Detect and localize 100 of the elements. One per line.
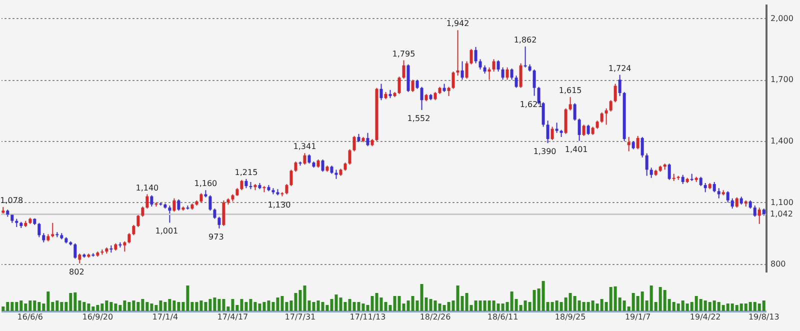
annotation: 1,615 (558, 86, 582, 96)
x-tick-label: 16/9/20 (82, 312, 114, 322)
x-tick-label: 17/7/31 (284, 312, 316, 322)
candlestick (501, 66, 504, 80)
candlestick (352, 135, 356, 152)
candlestick (586, 124, 590, 136)
candlestick (609, 100, 612, 112)
candlestick (74, 242, 77, 260)
candlestick (303, 152, 306, 166)
candlestick (38, 222, 41, 238)
annotation: 1,552 (407, 114, 430, 123)
y-tick-label: 1,100 (770, 198, 794, 207)
x-tick-label: 17/1/4 (152, 312, 178, 322)
candlestick (294, 161, 298, 172)
x-tick-label: 16/6/6 (17, 312, 44, 322)
x-tick-label: 19/8/13 (748, 312, 780, 322)
candlestick (150, 194, 154, 208)
candlestick (470, 48, 473, 65)
annotation: 1,724 (608, 64, 632, 73)
candlestick (465, 60, 468, 80)
annotation: 1,140 (136, 183, 159, 192)
candlestick (172, 198, 176, 212)
candlestick (730, 198, 734, 210)
candlestick (141, 206, 144, 218)
candlestick (474, 46, 478, 64)
x-tick-label: 18/2/26 (420, 312, 451, 322)
candlestick (290, 169, 293, 187)
candlestick (717, 188, 720, 199)
candlestick (411, 79, 414, 92)
annotation: 1,130 (268, 200, 291, 210)
candlestick (735, 196, 738, 208)
x-tick-label: 18/9/25 (554, 312, 586, 322)
candlestick (308, 154, 311, 164)
candlestick (514, 75, 518, 88)
annotation: 1,078 (0, 196, 24, 205)
annotation: 973 (208, 232, 224, 242)
annotation: 1,215 (234, 168, 258, 177)
candlestick (200, 192, 203, 203)
candlestick (582, 124, 586, 136)
annotation: 802 (69, 267, 84, 276)
candlestick (78, 253, 82, 264)
x-tick-label: 17/11/13 (350, 312, 386, 322)
candlestick (573, 102, 576, 122)
candlestick (213, 208, 216, 220)
x-tick-label: 19/4/22 (690, 312, 721, 322)
candlestick (618, 74, 622, 97)
x-tick-label: 17/4/17 (217, 312, 248, 322)
candlestick (488, 66, 491, 80)
candlestick (627, 136, 630, 152)
annotation: 1,401 (564, 144, 588, 154)
bar (762, 300, 766, 311)
candlestick (128, 232, 131, 244)
candlestick (452, 71, 455, 90)
candlestick (177, 198, 180, 212)
candlestick (218, 216, 221, 229)
candlestick (321, 158, 324, 172)
candlestick (285, 184, 288, 195)
candlestick (546, 120, 550, 144)
candlestick (578, 118, 581, 142)
candlestick (506, 66, 509, 80)
candlestick (334, 169, 338, 180)
candlestick (123, 240, 126, 252)
annotation: 1,001 (155, 226, 178, 236)
candlestick (564, 108, 568, 134)
candlestick (650, 167, 653, 178)
candlestick (416, 79, 419, 90)
candlestick (519, 62, 522, 88)
candlestick (568, 96, 572, 111)
annotation: 1,160 (194, 179, 218, 188)
candlestick (366, 132, 370, 147)
candlestick (510, 68, 514, 80)
candlestick (753, 205, 756, 218)
candlestick (244, 178, 248, 189)
candlestick (136, 214, 140, 228)
candlestick (524, 46, 527, 68)
candlestick (699, 176, 702, 187)
candlestick (168, 205, 172, 224)
candlestick (492, 58, 496, 72)
candlestick (555, 122, 558, 134)
candlestick (704, 182, 707, 193)
candlestick (496, 60, 500, 72)
annotation: 1,390 (533, 147, 556, 156)
candlestick (668, 163, 671, 180)
annotation: 1,621 (520, 100, 543, 109)
candlestick (132, 224, 136, 236)
candlestick (42, 232, 46, 243)
candlestick (208, 194, 212, 212)
candlestick (380, 83, 383, 101)
candlestick (447, 86, 450, 97)
candlestick (640, 136, 644, 158)
candlestick (600, 112, 604, 124)
candlestick (51, 222, 54, 238)
annotation: 1,942 (446, 19, 470, 28)
candlestick (604, 108, 608, 126)
candlestick (542, 102, 545, 128)
candlestick (614, 83, 617, 103)
y-tick-label: 1,400 (770, 136, 794, 146)
candlestick (402, 60, 406, 80)
candlestick (146, 194, 149, 210)
candlestick (456, 30, 460, 76)
